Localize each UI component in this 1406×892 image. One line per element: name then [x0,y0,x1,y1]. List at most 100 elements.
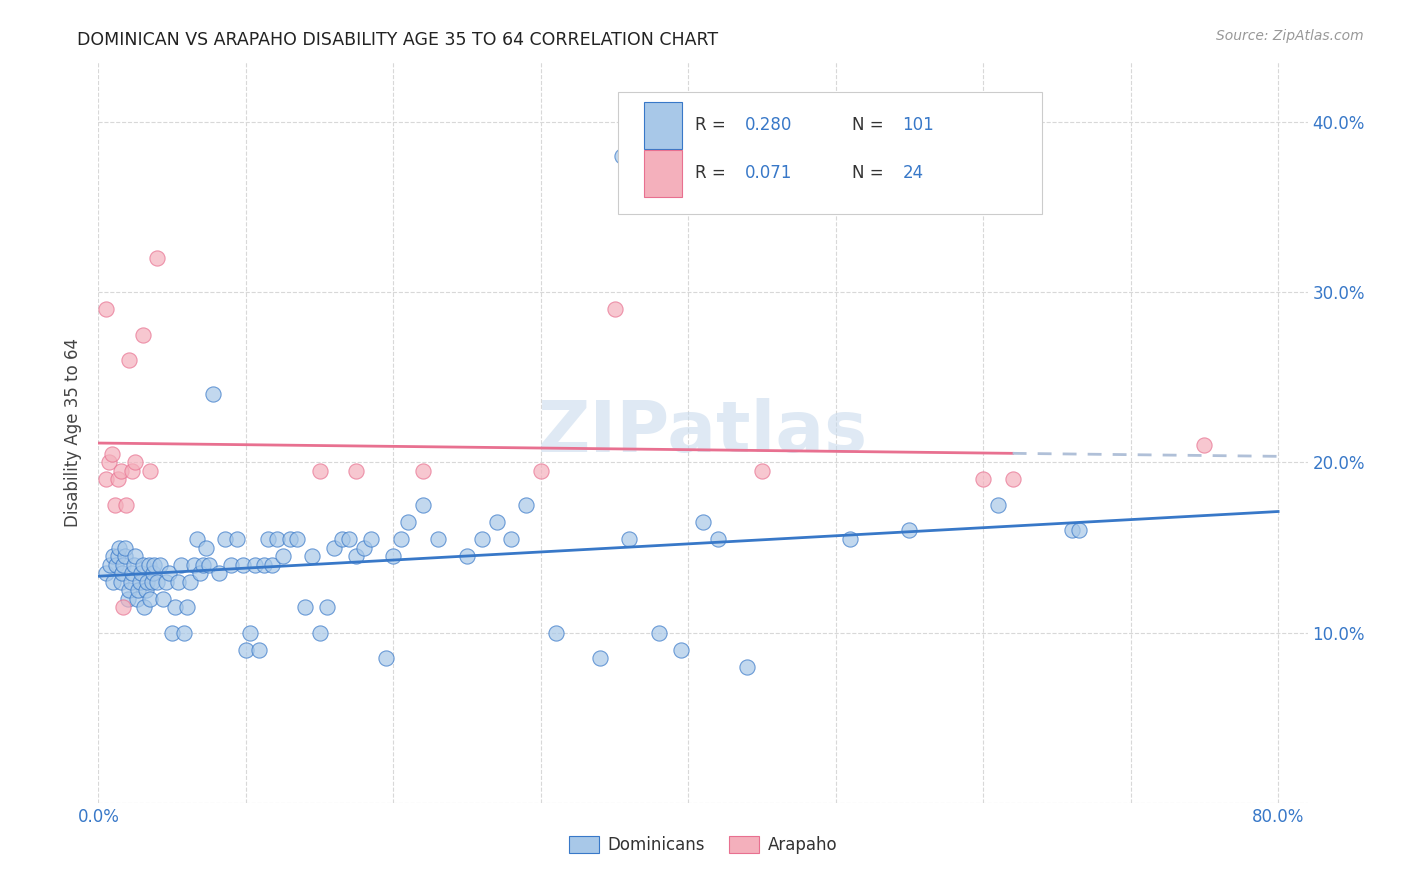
Point [146,251,169,265]
Point [252,558,274,572]
Text: 0.071: 0.071 [745,164,793,183]
Point [287,532,309,546]
Point [1001,472,1024,486]
Text: 101: 101 [903,116,934,135]
Point [202,387,225,401]
Point [115,498,138,512]
Point [232,558,254,572]
Point [143,558,166,572]
Text: Source: ZipAtlas.com: Source: ZipAtlas.com [1216,29,1364,43]
Point [1067,524,1090,538]
Point [214,532,236,546]
Point [139,464,162,478]
Point [987,498,1010,512]
Point [138,558,160,572]
Point [121,464,143,478]
Point [114,549,136,563]
Point [346,549,368,563]
Point [530,464,553,478]
Point [839,532,862,546]
Point [308,464,330,478]
Point [257,532,280,546]
Point [412,464,434,478]
Point [389,532,412,546]
Point [735,659,758,673]
Point [183,558,205,572]
Point [157,566,180,580]
Point [105,558,128,572]
Point [235,642,257,657]
Point [94,472,117,486]
Point [122,558,145,572]
Point [226,532,249,546]
FancyBboxPatch shape [644,150,682,197]
Point [330,532,353,546]
Point [669,642,692,657]
Point [142,566,165,580]
Point [301,549,323,563]
Point [108,541,131,555]
Point [294,600,316,615]
Text: R =: R = [695,164,731,183]
Point [610,149,633,163]
Point [346,464,368,478]
Text: DOMINICAN VS ARAPAHO DISABILITY AGE 35 TO 64 CORRELATION CHART: DOMINICAN VS ARAPAHO DISABILITY AGE 35 T… [77,31,718,49]
Point [131,558,153,572]
Text: N =: N = [852,116,889,135]
Point [323,541,346,555]
Legend: Dominicans, Arapaho: Dominicans, Arapaho [562,830,844,861]
Point [149,558,172,572]
Point [94,566,117,580]
Point [972,472,994,486]
Point [117,591,139,606]
Point [165,600,187,615]
Point [128,574,150,589]
Point [114,541,136,555]
FancyBboxPatch shape [644,102,682,149]
Point [124,549,146,563]
Point [155,574,177,589]
Point [485,515,508,529]
Point [139,591,162,606]
Point [243,558,266,572]
Point [262,558,284,572]
Text: R =: R = [695,116,731,135]
Point [112,600,135,615]
Point [266,532,288,546]
Point [127,582,149,597]
Point [94,302,117,317]
Point [146,574,169,589]
Point [271,549,294,563]
Point [208,566,231,580]
Point [619,532,641,546]
Point [396,515,419,529]
Point [751,464,773,478]
Point [198,558,221,572]
Point [104,498,127,512]
Point [107,549,129,563]
Point [692,515,714,529]
Point [308,625,330,640]
Point [160,625,183,640]
Point [1194,438,1216,452]
Point [134,600,156,615]
Point [188,566,211,580]
Point [124,455,146,469]
Point [247,642,270,657]
Point [125,591,148,606]
Point [706,532,728,546]
FancyBboxPatch shape [619,92,1042,214]
Point [1060,524,1083,538]
Point [118,353,141,368]
Point [101,549,124,563]
Point [98,558,121,572]
Point [278,532,301,546]
Point [589,651,612,665]
Point [898,524,921,538]
Point [97,455,120,469]
Point [173,625,195,640]
Point [456,549,478,563]
Point [100,447,122,461]
Text: 0.280: 0.280 [745,116,793,135]
Point [152,591,174,606]
